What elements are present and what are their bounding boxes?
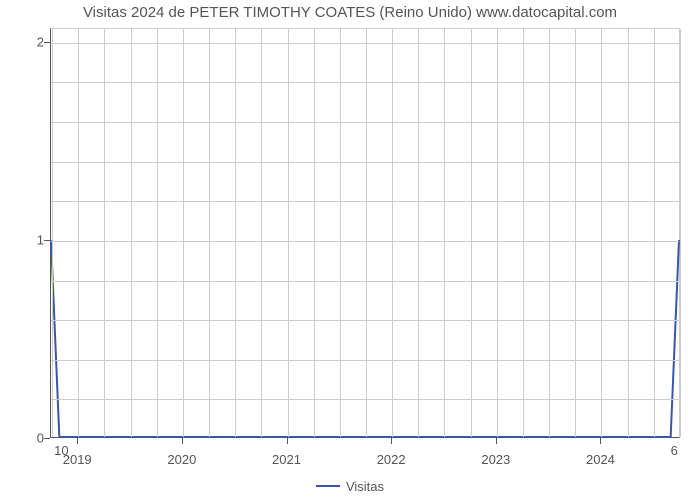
x-tick-label: 2021 [272,452,301,467]
gridline-horizontal [51,82,679,83]
gridline-horizontal [51,281,679,282]
gridline-vertical [261,29,262,437]
y-tick-mark [44,240,50,241]
gridline-horizontal [51,399,679,400]
gridline-vertical [183,29,184,437]
gridline-horizontal [51,360,679,361]
x-tick-mark [77,438,78,444]
y-tick-label: 1 [4,232,44,247]
gridline-horizontal [51,320,679,321]
gridline-vertical [523,29,524,437]
gridline-vertical [601,29,602,437]
legend-label: Visitas [346,479,384,494]
gridline-vertical [209,29,210,437]
gridline-vertical [288,29,289,437]
gridline-vertical [157,29,158,437]
gridline-vertical [104,29,105,437]
legend-swatch [316,485,340,487]
x-tick-label: 2023 [481,452,510,467]
gridline-vertical [235,29,236,437]
y-tick-mark [44,42,50,43]
gridline-horizontal [51,201,679,202]
gridline-vertical [471,29,472,437]
x-tick-label: 2024 [586,452,615,467]
gridline-horizontal [51,43,679,44]
y-tick-mark [44,438,50,439]
gridline-vertical [366,29,367,437]
x-tick-mark [391,438,392,444]
gridline-vertical [628,29,629,437]
series-end-label: 10 [54,443,68,458]
gridline-horizontal [51,162,679,163]
line-series [51,29,679,437]
plot-area [50,28,680,438]
y-tick-label: 2 [4,34,44,49]
chart-container: Visitas 2024 de PETER TIMOTHY COATES (Re… [0,0,700,500]
x-tick-mark [496,438,497,444]
gridline-vertical [78,29,79,437]
series-end-label: 6 [671,443,678,458]
gridline-vertical [418,29,419,437]
gridline-vertical [497,29,498,437]
gridline-vertical [444,29,445,437]
gridline-vertical [549,29,550,437]
y-tick-label: 0 [4,431,44,446]
chart-title: Visitas 2024 de PETER TIMOTHY COATES (Re… [0,4,700,21]
gridline-vertical [340,29,341,437]
gridline-horizontal [51,122,679,123]
legend: Visitas [0,474,700,494]
gridline-vertical [575,29,576,437]
gridline-vertical [654,29,655,437]
gridline-horizontal [51,241,679,242]
x-tick-mark [287,438,288,444]
x-tick-mark [182,438,183,444]
gridline-vertical [131,29,132,437]
gridline-vertical [680,29,681,437]
gridline-vertical [392,29,393,437]
x-tick-mark [600,438,601,444]
x-tick-label: 2022 [377,452,406,467]
gridline-vertical [52,29,53,437]
gridline-vertical [314,29,315,437]
x-tick-label: 2020 [167,452,196,467]
